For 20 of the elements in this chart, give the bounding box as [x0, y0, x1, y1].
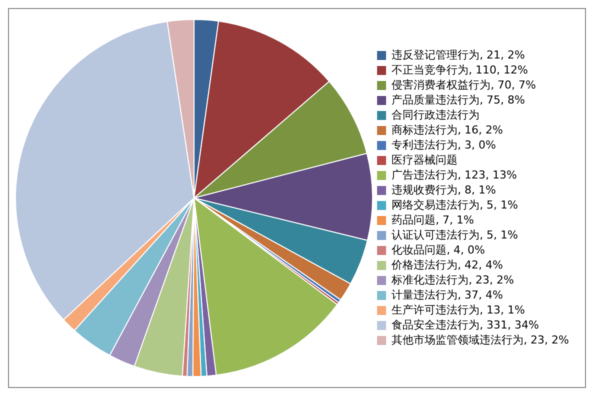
- legend-label: 侵害消费者权益行为, 70, 7%: [392, 78, 536, 92]
- legend-label: 产品质量违法行为, 75, 8%: [392, 93, 526, 106]
- legend-label: 价格违法行为, 42, 4%: [390, 258, 504, 272]
- legend-label: 生产许可违法行为, 13, 1%: [392, 303, 526, 316]
- legend-label: 合同行政违法行为: [392, 108, 480, 122]
- legend-label: 专利违法行为, 3, 0%: [392, 138, 496, 152]
- legend-label: 食品安全违法行为, 331, 34%: [392, 318, 540, 332]
- legend-label: 其他市场监管领域违法行为, 23, 2%: [392, 333, 570, 346]
- legend-label: 违反登记管理行为, 21, 2%: [392, 48, 526, 62]
- legend-label: 标准化违法行为, 23, 2%: [390, 273, 514, 286]
- legend-label: 认证认可违法行为, 5, 1%: [392, 228, 518, 242]
- legend-label: 化妆品问题, 4, 0%: [392, 243, 486, 256]
- legend-label: 医疗器械问题: [392, 153, 458, 166]
- legend-label: 药品问题, 7, 1%: [392, 213, 474, 226]
- legend-label: 计量违法行为, 37, 4%: [392, 288, 504, 302]
- legend-label: 违规收费行为, 8, 1%: [392, 183, 496, 196]
- legend-label: 网络交易违法行为, 5, 1%: [392, 198, 518, 212]
- legend-label: 不正当竞争行为, 110, 12%: [392, 63, 528, 76]
- legend-label: 广告违法行为, 123, 13%: [392, 168, 518, 182]
- legend-label: 商标违法行为, 16, 2%: [392, 123, 504, 136]
